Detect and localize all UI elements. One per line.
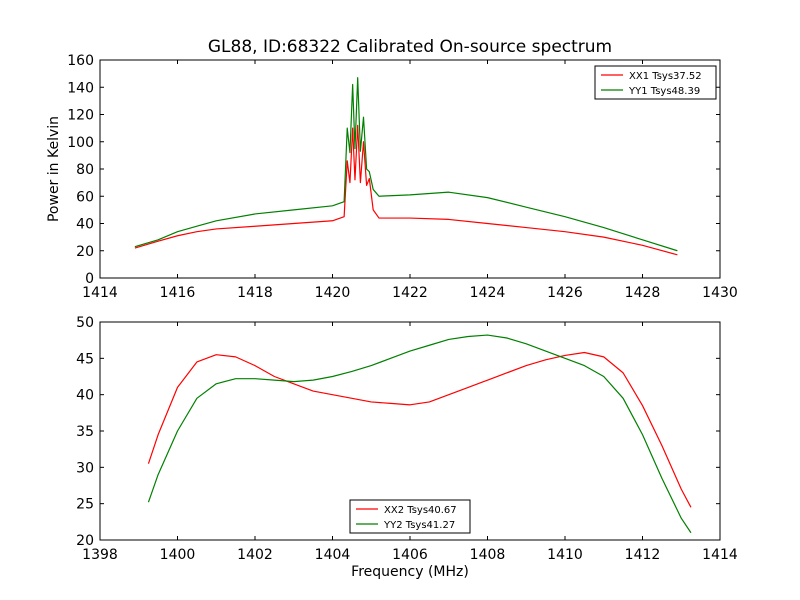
y-tick-label: 40 xyxy=(76,388,94,404)
y-tick-label: 40 xyxy=(76,217,94,233)
legend-label-2: YY1 Tsys48.39 xyxy=(628,86,700,97)
x-tick-label: 1400 xyxy=(160,547,196,563)
y-tick-label: 80 xyxy=(76,162,94,178)
legend: XX1 Tsys37.52 YY1 Tsys48.39 xyxy=(594,65,717,100)
legend-label-2: YY2 Tsys41.27 xyxy=(383,520,455,531)
chart-title: GL88, ID:68322 Calibrated On-source spec… xyxy=(208,37,612,57)
series-line-1 xyxy=(147,351,692,508)
y-tick-label: 100 xyxy=(67,135,94,151)
x-tick-label: 1398 xyxy=(82,547,118,563)
x-tick-label: 1412 xyxy=(625,547,661,563)
y-tick-label: 35 xyxy=(76,424,94,440)
x-tick-label: 1404 xyxy=(315,547,351,563)
legend-box xyxy=(349,499,471,534)
y-tick-label: 25 xyxy=(76,497,94,513)
series-line-1 xyxy=(134,124,678,256)
x-tick-label: 1430 xyxy=(702,285,738,301)
x-tick-label: 1414 xyxy=(82,285,118,301)
legend-label-1: XX2 Tsys40.67 xyxy=(384,505,457,516)
x-tick-label: 1414 xyxy=(702,547,738,563)
x-tick-label: 1424 xyxy=(470,285,506,301)
x-tick-label: 1418 xyxy=(237,285,273,301)
top-panel: 1414 1416 1418 1420 1422 1424 1426 1428 1430 0 20 4… xyxy=(67,53,738,301)
y-tick-label: 45 xyxy=(76,351,94,367)
x-tick-label: 1416 xyxy=(160,285,196,301)
x-tick-label: 1422 xyxy=(392,285,428,301)
y-tick-label: 160 xyxy=(67,53,94,69)
x-tick-label: 1410 xyxy=(547,547,583,563)
y-tick-label: 20 xyxy=(76,244,94,260)
x-axis-label-bottom: Frequency (MHz) xyxy=(351,564,469,580)
y-tick-label: 20 xyxy=(76,533,94,549)
y-tick-label: 60 xyxy=(76,189,94,205)
series-line-2 xyxy=(134,77,678,252)
y-tick-label: 50 xyxy=(76,315,94,331)
x-tick-label: 1406 xyxy=(392,547,428,563)
bottom-panel: 1398 1400 1402 1404 1406 1408 1410 1412 1414 20 25… xyxy=(76,315,738,563)
x-tick-label: 1408 xyxy=(470,547,506,563)
x-tick-label: 1420 xyxy=(315,285,351,301)
legend-box xyxy=(594,65,717,100)
legend-label-1: XX1 Tsys37.52 xyxy=(629,71,702,82)
y-tick-label: 30 xyxy=(76,460,94,476)
x-tick-label: 1426 xyxy=(547,285,583,301)
y-tick-label: 120 xyxy=(67,108,94,124)
y-axis-label-top: Power in Kelvin xyxy=(46,116,62,222)
series-line-2 xyxy=(147,334,692,534)
legend: XX2 Tsys40.67 YY2 Tsys41.27 xyxy=(349,499,471,534)
y-tick-label: 0 xyxy=(85,271,94,287)
x-tick-label: 1428 xyxy=(625,285,661,301)
y-tick-label: 140 xyxy=(67,80,94,96)
x-tick-label: 1402 xyxy=(237,547,273,563)
